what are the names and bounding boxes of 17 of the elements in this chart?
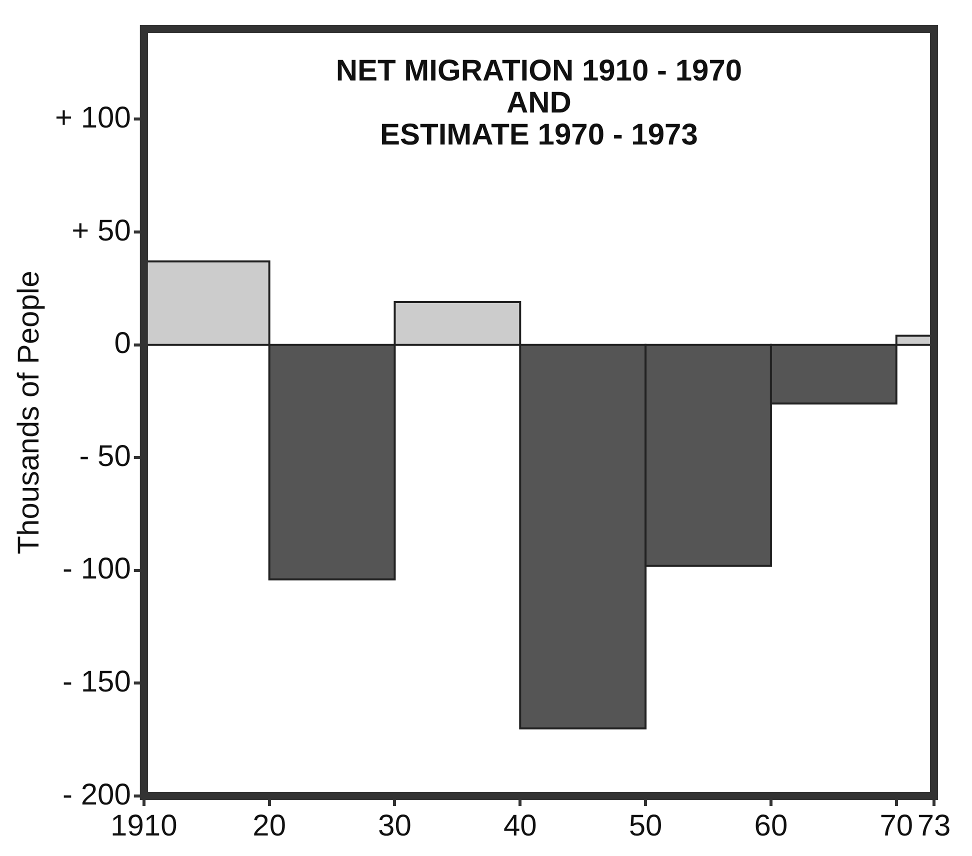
x-tick-label: 50 bbox=[628, 809, 662, 842]
x-tick-label: 73 bbox=[917, 809, 951, 842]
text: NET MIGRATION 1910 - 1970 AND ESTIMATE 1970 - 1973 bbox=[336, 54, 742, 152]
y-tick-label: - 100 bbox=[62, 552, 131, 586]
x-tick-label: 70 bbox=[880, 809, 914, 842]
y-tick-label: - 50 bbox=[79, 440, 131, 473]
x-tick-label: 30 bbox=[378, 809, 412, 842]
x-tick-label: 40 bbox=[503, 809, 537, 842]
y-tick-label: - 150 bbox=[62, 665, 131, 698]
y-tick-label: - 200 bbox=[62, 778, 131, 812]
x-tick-label: 20 bbox=[252, 809, 286, 842]
y-tick-label: + 50 bbox=[72, 214, 131, 248]
y-tick-label: 0 bbox=[114, 327, 131, 360]
x-tick-label: 60 bbox=[754, 809, 788, 842]
x-tick-label: 1910 bbox=[110, 809, 178, 842]
y-axis-title: Thousands of People bbox=[12, 270, 46, 554]
y-tick-label: + 100 bbox=[54, 102, 131, 134]
